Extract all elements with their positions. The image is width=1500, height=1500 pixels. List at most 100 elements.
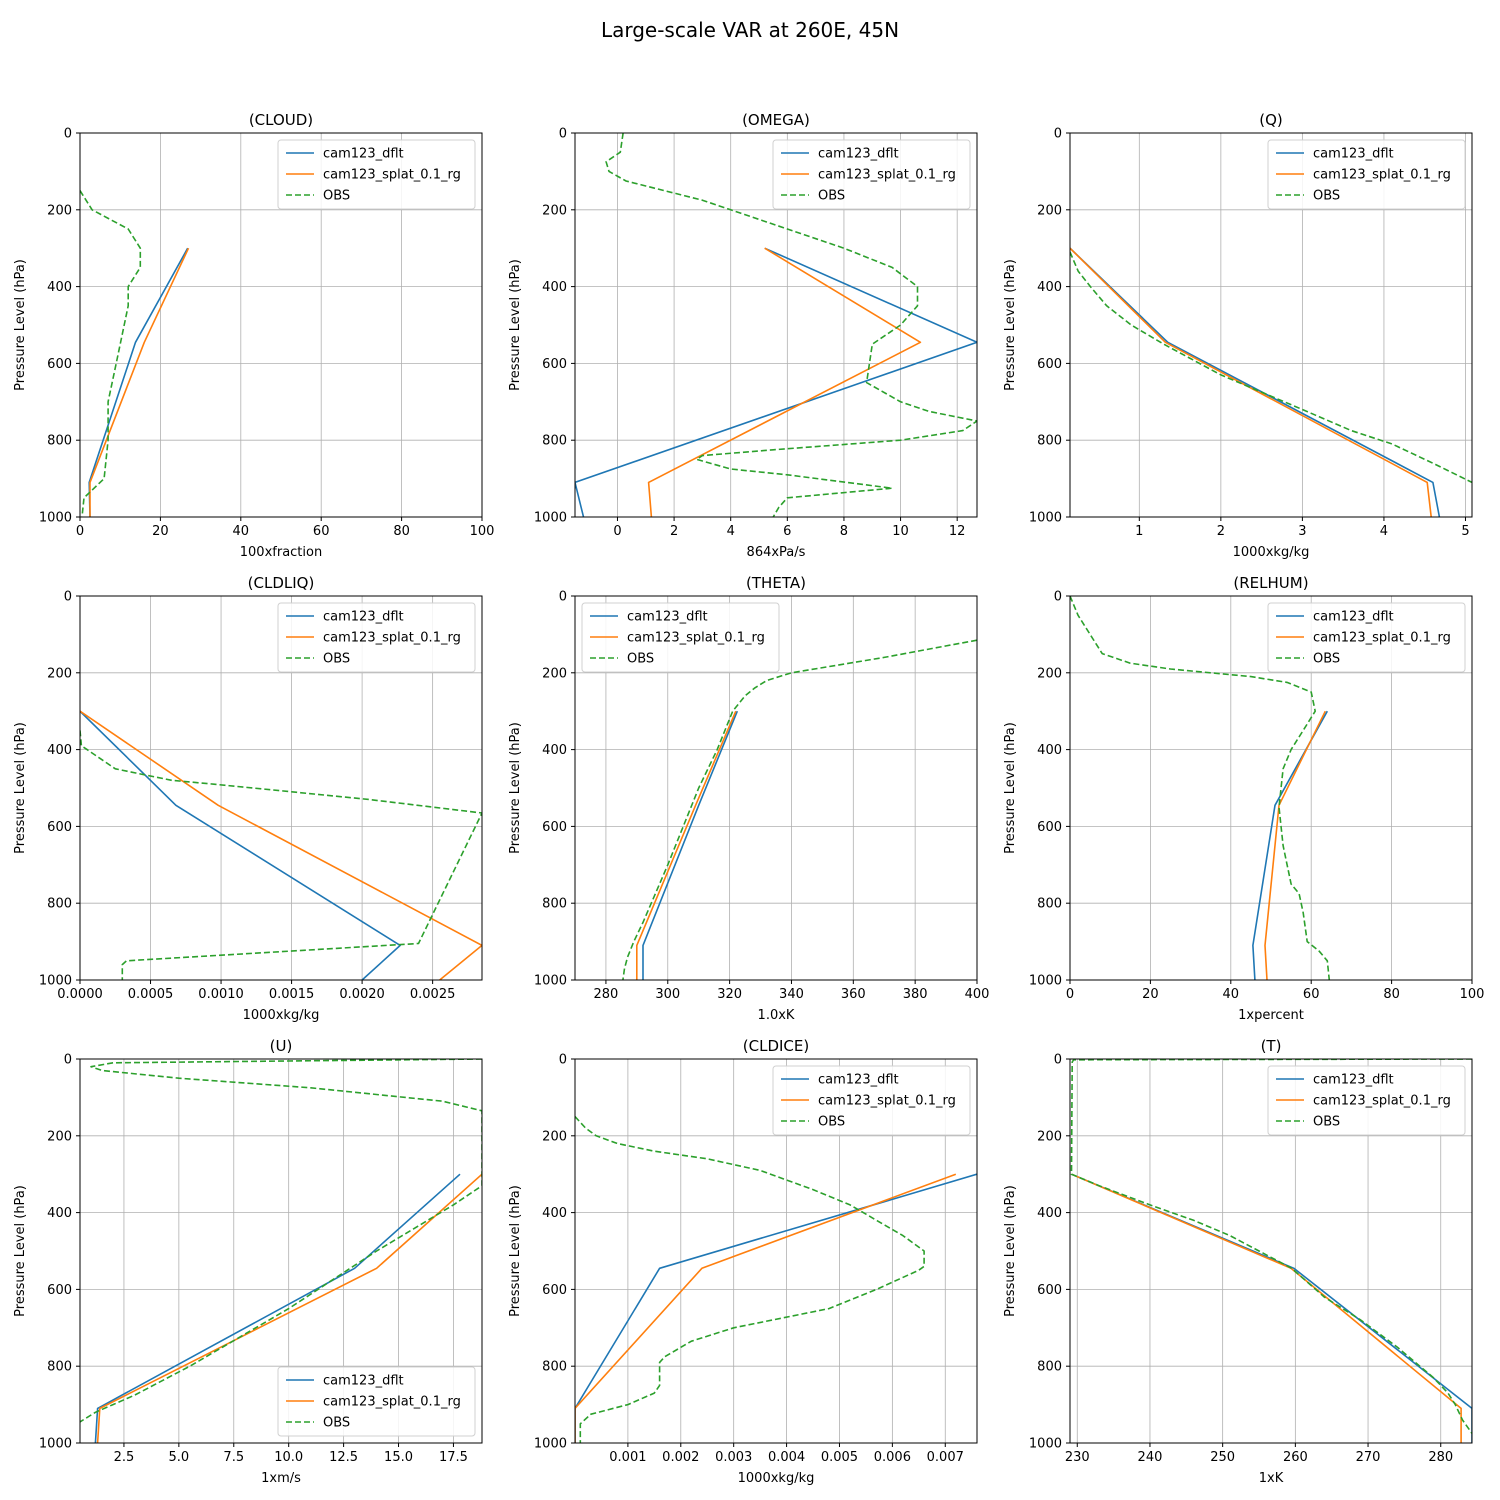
y-tick-label: 1000 (1029, 1437, 1062, 1452)
x-tick-label: 2 (1217, 524, 1225, 539)
y-tick-label: 200 (47, 1129, 72, 1144)
y-tick-label: 600 (542, 1283, 567, 1298)
chart-title: (RELHUM) (1233, 574, 1308, 592)
y-axis-label: Pressure Level (hPa) (1003, 722, 1018, 854)
chart-title: (U) (270, 1037, 293, 1055)
x-axis-label: 864xPa/s (747, 545, 806, 560)
chart-title: (THETA) (746, 574, 806, 592)
y-tick-label: 200 (1037, 203, 1062, 218)
x-tick-label: 0 (613, 524, 621, 539)
x-tick-label: 60 (1303, 987, 1320, 1002)
legend: cam123_dflt cam123_splat_0.1_rg OBS (772, 139, 971, 210)
legend-label: cam123_splat_0.1_rg (818, 1094, 956, 1109)
y-tick-label: 800 (1037, 897, 1062, 912)
y-tick-label: 1000 (534, 511, 567, 526)
axes-frame (574, 132, 978, 518)
legend-box (277, 139, 476, 210)
legend-label: OBS (323, 1416, 350, 1431)
axes-frame (79, 132, 483, 518)
series-line-cam123-dflt (1070, 247, 1441, 517)
x-tick-label: 270 (1356, 1450, 1381, 1465)
chart-panel-6: 0 20 40 60 80 10002004006008001000(RELHUM)1xp… (1003, 574, 1484, 1023)
legend: cam123_dflt cam123_splat_0.1_rg OBS (1267, 602, 1466, 673)
legend-box (1267, 139, 1466, 210)
series-line-cam123-dflt (575, 1173, 977, 1443)
x-tick-label: 0.003 (715, 1450, 752, 1465)
legend: cam123_dflt cam123_splat_0.1_rg OBS (277, 139, 476, 210)
x-tick-label: 1 (1135, 524, 1143, 539)
legend: cam123_dflt cam123_splat_0.1_rg OBS (1267, 139, 1466, 210)
chart-title: (T) (1261, 1037, 1282, 1055)
series-line-obs (1070, 251, 1472, 484)
series-line-cam123-splat-0-1-rg (647, 247, 922, 517)
legend-label: cam123_splat_0.1_rg (1313, 168, 1451, 183)
legend-label: cam123_splat_0.1_rg (1313, 631, 1451, 646)
y-tick-label: 200 (47, 666, 72, 681)
legend-label: cam123_dflt (323, 610, 404, 625)
legend-label: OBS (323, 189, 350, 204)
x-axis-label: 1xpercent (1238, 1008, 1304, 1023)
y-tick-label: 800 (47, 897, 72, 912)
legend-label: cam123_dflt (627, 610, 708, 625)
x-tick-label: 12 (949, 524, 966, 539)
series-line-cam123-splat-0-1-rg (635, 710, 737, 980)
series-line-obs (1070, 596, 1331, 980)
y-tick-label: 400 (47, 1206, 72, 1221)
y-axis-label: Pressure Level (hPa) (508, 722, 523, 854)
chart-title: (CLOUD) (249, 111, 313, 129)
y-tick-label: 800 (542, 897, 567, 912)
x-tick-label: 260 (1283, 1450, 1308, 1465)
y-tick-label: 600 (47, 1283, 72, 1298)
y-tick-label: 0 (1054, 590, 1062, 605)
x-tick-label: 20 (1142, 987, 1159, 1002)
y-tick-label: 0 (64, 1053, 72, 1068)
x-tick-label: 20 (152, 524, 169, 539)
legend-label: OBS (1313, 189, 1340, 204)
y-axis-label: Pressure Level (hPa) (13, 722, 28, 854)
y-tick-label: 400 (1037, 1206, 1062, 1221)
figure-title: Large-scale VAR at 260E, 45N (601, 18, 899, 42)
x-tick-label: 3 (1298, 524, 1306, 539)
x-tick-label: 5.0 (169, 1450, 190, 1465)
x-tick-label: 100 (470, 524, 495, 539)
y-tick-label: 800 (47, 434, 72, 449)
y-tick-label: 600 (1037, 357, 1062, 372)
chart-panel-2: 0 2 4 6 8 10 12 0 200 400 600 800 1000 (OMEGA) 864xPa/… (508, 111, 978, 560)
y-tick-label: 600 (47, 820, 72, 835)
chart-panel-5: 280 300 320 340 360 380 400 0 200 400 600 800 1000 (T… (508, 574, 989, 1023)
legend: cam123_dflt cam123_splat_0.1_rg OBS (581, 602, 780, 673)
legend-box (1267, 1065, 1466, 1136)
axes-frame (1069, 595, 1473, 981)
y-tick-label: 1000 (39, 511, 72, 526)
axes-frame (1069, 1058, 1473, 1444)
y-tick-label: 400 (542, 280, 567, 295)
legend-label: OBS (818, 1115, 845, 1130)
x-tick-label: 40 (233, 524, 250, 539)
chart-title: (OMEGA) (742, 111, 810, 129)
legend-label: OBS (323, 652, 350, 667)
legend-label: cam123_dflt (818, 1073, 899, 1088)
y-tick-label: 600 (542, 820, 567, 835)
y-tick-label: 1000 (1029, 974, 1062, 989)
x-tick-label: 0.005 (821, 1450, 858, 1465)
x-tick-label: 340 (779, 987, 804, 1002)
x-tick-label: 0.006 (874, 1450, 911, 1465)
legend-label: OBS (1313, 652, 1340, 667)
legend-label: cam123_dflt (818, 147, 899, 162)
x-tick-label: 15.0 (384, 1450, 413, 1465)
x-tick-label: 80 (393, 524, 410, 539)
chart-panel-3: 1 2 3 4 5 0 200 400 600 800 1000 (Q) 1000xkg/kg Press… (1003, 111, 1473, 560)
legend: cam123_dflt cam123_splat_0.1_rg OBS (277, 602, 476, 673)
x-axis-label: 1000xkg/kg (1233, 545, 1310, 560)
legend-box (277, 602, 476, 673)
legend-label: OBS (818, 189, 845, 204)
chart-title: (Q) (1259, 111, 1283, 129)
y-tick-label: 400 (542, 743, 567, 758)
chart-panel-1: 0 20 40 60 80 10002004006008001000(CLOUD)100x… (13, 111, 494, 560)
x-tick-label: 360 (841, 987, 866, 1002)
legend-label: cam123_dflt (1313, 147, 1394, 162)
x-tick-label: 40 (1223, 987, 1240, 1002)
y-tick-label: 0 (559, 1053, 567, 1068)
x-tick-label: 250 (1210, 1450, 1235, 1465)
